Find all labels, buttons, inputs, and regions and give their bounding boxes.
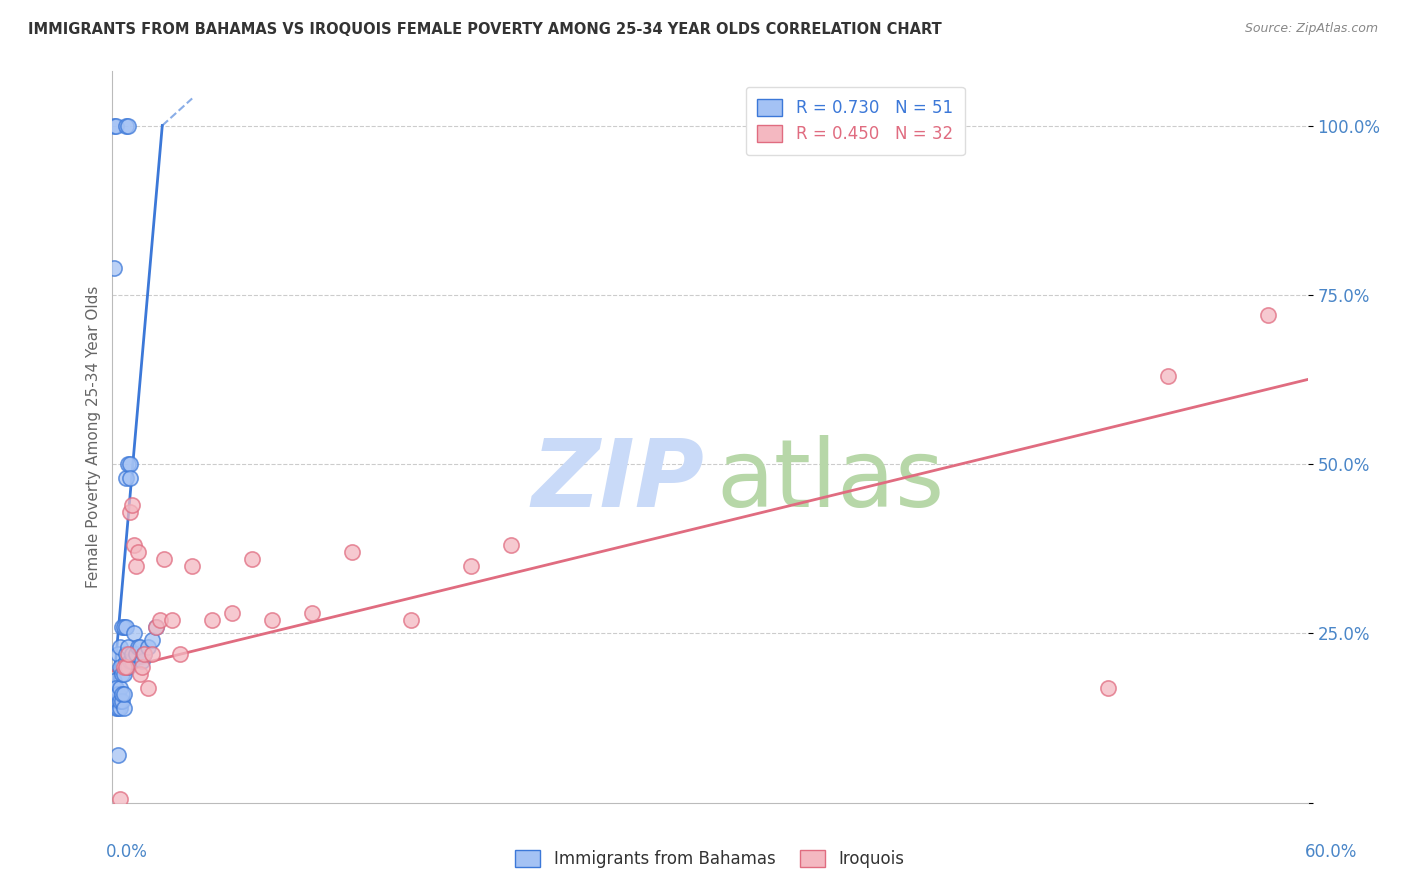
Point (260, 613, 283, 627)
Point (115, 119, 138, 133)
Point (201, 613, 224, 627)
Point (114, 701, 135, 715)
Point (111, 620, 134, 634)
Point (141, 633, 163, 648)
Point (103, 694, 125, 708)
Point (107, 647, 129, 661)
Point (103, 119, 125, 133)
Text: Source: ZipAtlas.com: Source: ZipAtlas.com (1244, 22, 1378, 36)
Point (103, 260, 125, 275)
Point (120, 457, 142, 471)
Point (107, 694, 129, 708)
Point (105, 694, 128, 708)
Point (125, 558, 148, 573)
Point (107, 748, 129, 763)
Point (114, 688, 135, 702)
Point (105, 701, 128, 715)
Point (121, 647, 143, 661)
Point (110, 640, 132, 654)
Point (103, 681, 125, 695)
Text: atlas: atlas (716, 435, 945, 527)
Point (110, 660, 132, 674)
Point (221, 606, 243, 620)
Point (127, 545, 149, 559)
Text: ZIP: ZIP (531, 435, 704, 527)
Point (169, 647, 191, 661)
Point (117, 640, 139, 654)
Point (107, 688, 129, 702)
Point (141, 647, 163, 661)
Point (499, 538, 522, 552)
Text: 0.0%: 0.0% (105, 843, 148, 861)
Point (111, 694, 134, 708)
Point (110, 681, 132, 695)
Point (105, 688, 128, 702)
Text: IMMIGRANTS FROM BAHAMAS VS IROQUOIS FEMALE POVERTY AMONG 25-34 YEAR OLDS CORRELA: IMMIGRANTS FROM BAHAMAS VS IROQUOIS FEMA… (28, 22, 942, 37)
Point (110, 792, 132, 806)
Y-axis label: Female Poverty Among 25-34 Year Olds: Female Poverty Among 25-34 Year Olds (86, 286, 101, 588)
Point (340, 545, 363, 559)
Point (125, 647, 148, 661)
Legend: Immigrants from Bahamas, Iroquois: Immigrants from Bahamas, Iroquois (509, 844, 911, 875)
Point (121, 654, 143, 668)
Point (1257, 308, 1279, 322)
Point (115, 647, 138, 661)
Point (240, 552, 263, 566)
Point (134, 647, 156, 661)
Point (138, 640, 160, 654)
Point (114, 667, 135, 681)
Point (117, 647, 139, 661)
Point (120, 471, 142, 485)
Point (145, 620, 167, 634)
Point (401, 613, 423, 627)
Point (1157, 369, 1180, 384)
Point (111, 667, 134, 681)
Point (301, 606, 323, 620)
Point (103, 673, 125, 688)
Point (129, 640, 152, 654)
Point (115, 471, 138, 485)
Point (1097, 681, 1119, 695)
Point (110, 694, 132, 708)
Point (115, 654, 138, 668)
Point (121, 498, 143, 512)
Point (153, 552, 176, 566)
Text: 60.0%: 60.0% (1305, 843, 1357, 861)
Point (149, 613, 172, 627)
Point (145, 620, 167, 634)
Point (114, 660, 135, 674)
Point (111, 688, 134, 702)
Point (107, 701, 129, 715)
Point (129, 667, 152, 681)
Point (105, 119, 128, 133)
Point (110, 701, 132, 715)
Point (115, 620, 138, 634)
Point (131, 660, 153, 674)
Point (124, 626, 146, 640)
Point (131, 654, 153, 668)
Point (127, 640, 149, 654)
Point (120, 505, 142, 519)
Point (138, 681, 160, 695)
Point (117, 119, 139, 133)
Point (114, 620, 135, 634)
Point (117, 457, 139, 471)
Point (162, 613, 183, 627)
Point (460, 558, 482, 573)
Point (124, 538, 146, 552)
Point (105, 681, 128, 695)
Point (117, 660, 139, 674)
Point (120, 654, 142, 668)
Point (181, 558, 204, 573)
Point (115, 660, 138, 674)
Point (134, 647, 156, 661)
